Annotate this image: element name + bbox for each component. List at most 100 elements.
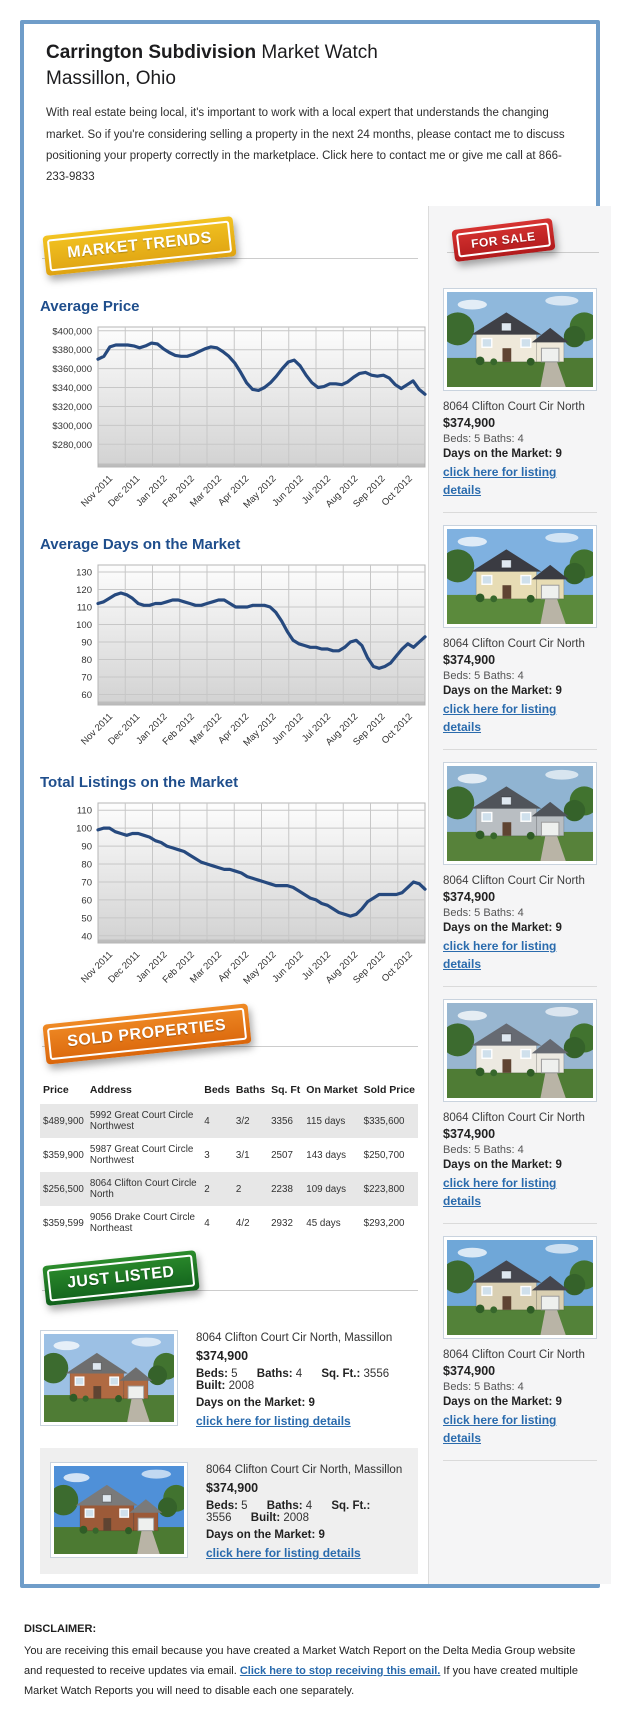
house-photo (443, 762, 597, 866)
listing-details-link[interactable]: click here for listing details (443, 1413, 557, 1446)
listing-days-on-market: Days on the Market: 9 (206, 1529, 325, 1542)
divider (443, 1460, 597, 1462)
built-value: 2008 (283, 1512, 309, 1525)
listing-days-on-market: Days on the Market: 9 (196, 1397, 315, 1410)
for-sale-listing: 8064 Clifton Court Cir North $374,900 Be… (443, 288, 597, 514)
svg-text:$340,000: $340,000 (52, 383, 92, 394)
listing-days-on-market: Days on the Market: 9 (443, 922, 562, 935)
unsubscribe-link[interactable]: Click here to stop receiving this email. (239, 1665, 441, 1677)
disclaimer-text: You are receiving this email because you… (24, 1642, 596, 1701)
svg-text:$400,000: $400,000 (52, 327, 92, 338)
listing-price: $374,900 (443, 416, 496, 431)
divider (42, 258, 418, 260)
listing-details-link[interactable]: click here for listing details (443, 465, 557, 498)
just-listed-section-rule: JUST LISTED (40, 1250, 418, 1318)
listing-days-on-market: Days on the Market: 9 (443, 685, 562, 698)
house-photo (40, 1330, 178, 1427)
sqft-value: 3556 (206, 1512, 232, 1525)
listing-price: $374,900 (196, 1349, 249, 1364)
listing-details-link[interactable]: click here for listing details (443, 939, 557, 972)
sold-table-header-row: Price Address Beds Baths Sq. Ft On Marke… (40, 1076, 418, 1104)
svg-text:$320,000: $320,000 (52, 402, 92, 413)
page-title-regular: Market Watch (256, 42, 378, 63)
sold-properties-section-rule: SOLD PROPERTIES (40, 1003, 418, 1074)
cell-sold-price: $223,800 (363, 1183, 405, 1195)
baths-value: 4 (305, 1500, 313, 1513)
cell-sqft: 3356 (271, 1115, 293, 1127)
col-baths: Baths (235, 1084, 266, 1097)
sqft-label: Sq. Ft.: (321, 1368, 361, 1381)
cell-beds: 4 (204, 1115, 210, 1127)
sold-table-row: $359,599 9056 Drake Court Circle Northea… (40, 1206, 418, 1240)
cell-baths: 3/1 (235, 1149, 250, 1161)
listing-days-on-market: Days on the Market: 9 (443, 1159, 562, 1172)
average-price-chart: $280,000 $300,000 $320,000 $340,000 $360,000… (40, 320, 427, 524)
cell-sold-price: $293,200 (363, 1217, 405, 1229)
sold-table-row: $359,900 5987 Great Court Circle Northwe… (40, 1138, 418, 1172)
cell-on-market: 143 days (306, 1149, 347, 1161)
average-days-chart: 60 70 80 90 100 110 120 130 Nov 2011 Dec 2011 Jan … (40, 558, 427, 762)
listing-beds-baths: Beds: 5 Baths: 4 (443, 433, 524, 446)
col-beds: Beds (204, 1084, 230, 1097)
svg-text:100: 100 (76, 824, 92, 835)
cell-address: 5992 Great Court Circle Northwest (89, 1110, 194, 1133)
cell-sqft: 2507 (271, 1149, 293, 1161)
cell-price: $256,500 (43, 1183, 84, 1195)
cell-baths: 4/2 (235, 1217, 250, 1229)
listing-address: 8064 Clifton Court Cir North (443, 638, 585, 651)
cell-on-market: 115 days (306, 1115, 346, 1127)
listing-beds-baths: Beds: 5 Baths: 4 (443, 907, 524, 920)
listing-details-link[interactable]: click here for listing details (196, 1414, 351, 1429)
listing-address: 8064 Clifton Court Cir North (443, 1112, 585, 1125)
for-sale-sidebar: FOR SALE 8064 Clifton Court Cir North $3… (428, 206, 611, 1585)
cell-sold-price: $250,700 (363, 1149, 405, 1161)
col-sold-price: Sold Price (363, 1084, 415, 1097)
for-sale-section-rule: FOR SALE (441, 218, 599, 276)
cell-address: 9056 Drake Court Circle Northeast (89, 1212, 195, 1235)
listing-beds-baths: Beds: 5 Baths: 4 (443, 1381, 524, 1394)
svg-text:110: 110 (77, 806, 92, 817)
just-listed-list: 8064 Clifton Court Cir North, Massillon … (40, 1330, 418, 1575)
content-columns: MARKET TRENDS Average Price $280,000 $300… (24, 206, 611, 1585)
cell-beds: 3 (204, 1149, 210, 1161)
beds-label: Beds: (206, 1500, 238, 1513)
listing-specs: Beds: 5 Baths: 4 Sq. Ft.: 3556 Built: 20… (206, 1500, 408, 1524)
svg-text:70: 70 (81, 878, 92, 889)
total-listings-section: Total Listings on the Market 40 50 60 70 80 9… (40, 774, 427, 1000)
svg-text:60: 60 (81, 690, 92, 701)
beds-value: 5 (231, 1368, 238, 1381)
baths-label: Baths: (256, 1368, 293, 1381)
for-sale-listing: 8064 Clifton Court Cir North $374,900 Be… (443, 762, 597, 988)
listing-details-link[interactable]: click here for listing details (443, 702, 557, 735)
svg-text:$360,000: $360,000 (52, 365, 92, 376)
listing-details-link[interactable]: click here for listing details (443, 1176, 557, 1209)
svg-text:$300,000: $300,000 (52, 421, 92, 432)
listing-price: $374,900 (206, 1481, 259, 1496)
cell-beds: 2 (204, 1183, 210, 1195)
cell-on-market: 109 days (306, 1183, 347, 1195)
listing-days-on-market: Days on the Market: 9 (443, 448, 562, 461)
listing-address: 8064 Clifton Court Cir North (443, 401, 585, 414)
listing-address: 8064 Clifton Court Cir North (443, 875, 585, 888)
beds-value: 5 (241, 1500, 248, 1513)
cell-sold-price: $335,600 (363, 1115, 405, 1127)
total-listings-chart: 40 50 60 70 80 90 100 110 Nov 2011 Dec 2011 Jan 20… (40, 796, 427, 1000)
cell-address: 5987 Great Court Circle Northwest (89, 1144, 194, 1167)
sqft-label: Sq. Ft.: (331, 1500, 371, 1513)
beds-label: Beds: (196, 1368, 228, 1381)
svg-text:110: 110 (77, 603, 92, 614)
average-price-title: Average Price (40, 298, 140, 316)
cell-beds: 4 (204, 1217, 210, 1229)
cell-baths: 3/2 (235, 1115, 250, 1127)
baths-value: 4 (295, 1368, 303, 1381)
divider (443, 986, 597, 988)
listing-price: $374,900 (443, 890, 496, 905)
listing-beds-baths: Beds: 5 Baths: 4 (443, 1144, 524, 1157)
built-label: Built: (250, 1512, 281, 1525)
listing-details-link[interactable]: click here for listing details (206, 1546, 361, 1561)
page-subtitle: Massillon, Ohio (46, 67, 176, 89)
built-label: Built: (196, 1380, 226, 1393)
cell-address: 8064 Clifton Court Circle North (89, 1178, 197, 1201)
listing-price: $374,900 (443, 1127, 496, 1142)
average-days-section: Average Days on the Market 60 70 80 90 100 11… (40, 536, 427, 762)
